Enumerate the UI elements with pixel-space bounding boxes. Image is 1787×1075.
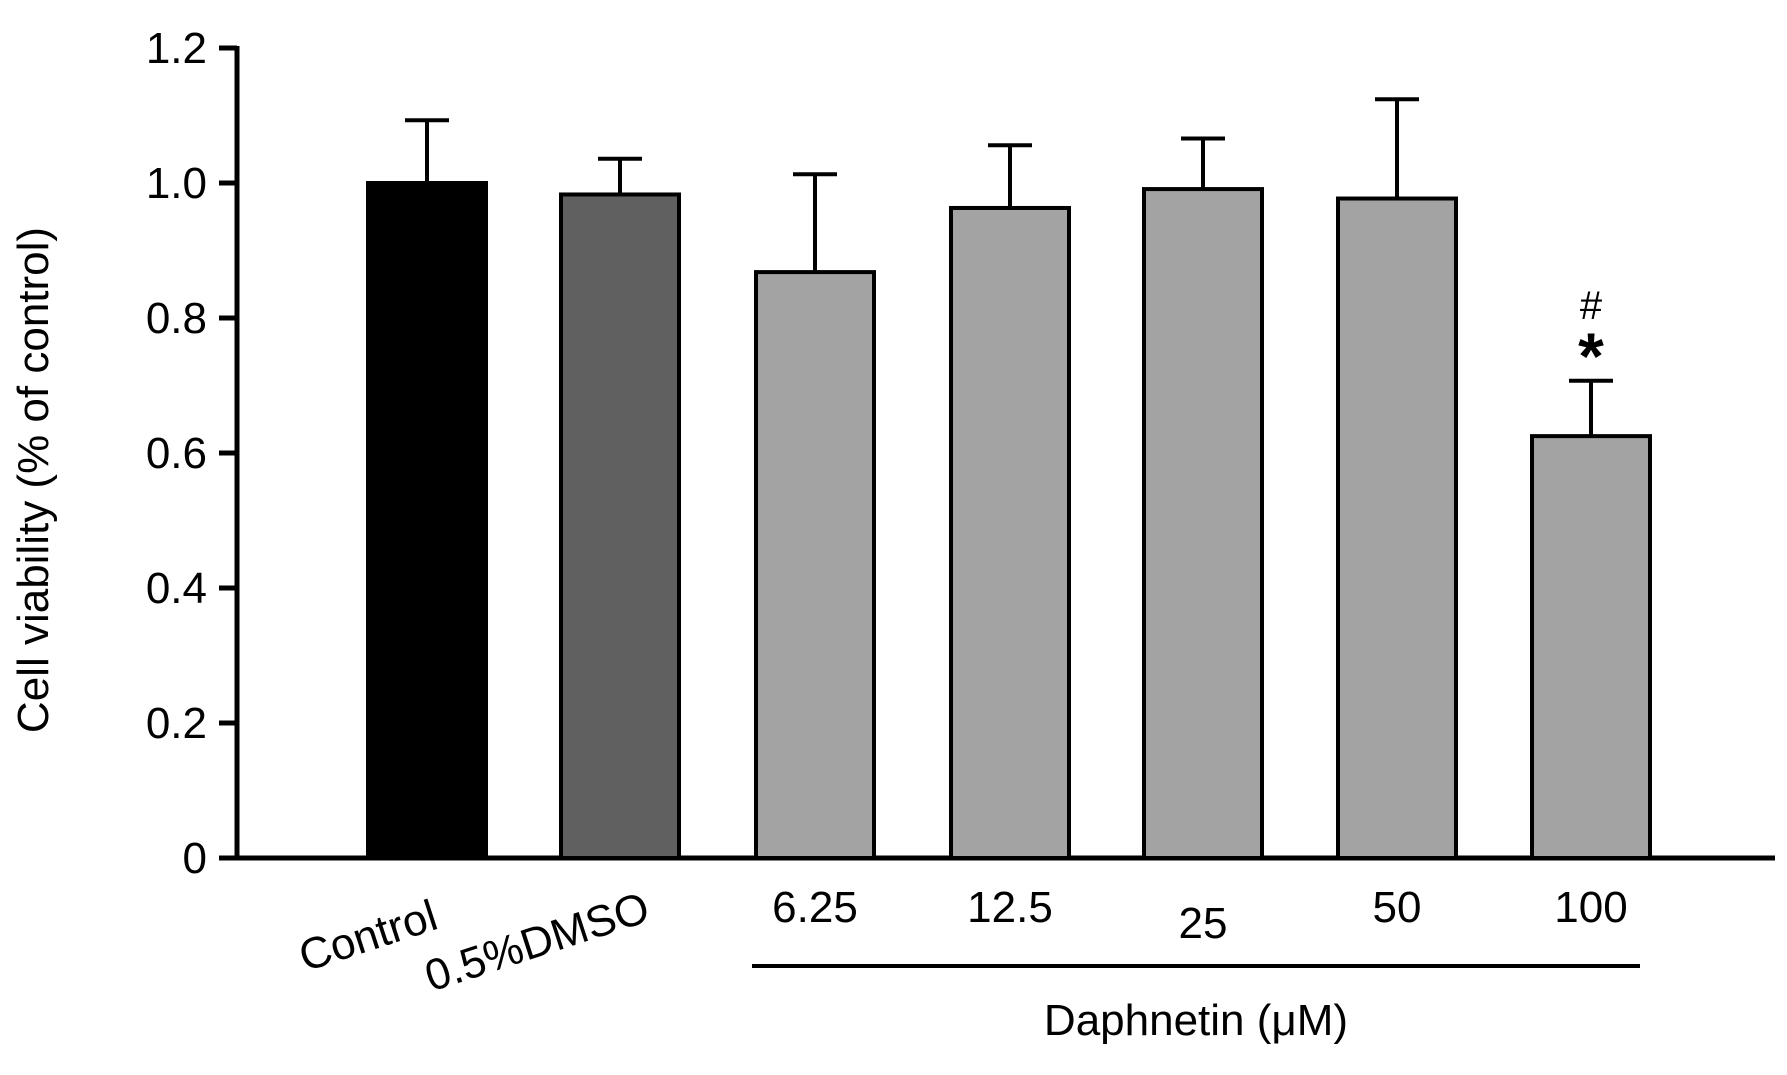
bar-6-25 xyxy=(754,270,876,861)
bar-50 xyxy=(1336,196,1458,860)
y-tick-label: 1.0 xyxy=(146,159,207,208)
y-tick-label: 1.2 xyxy=(146,24,207,73)
bar-25 xyxy=(1142,187,1264,860)
x-tick-label: 12.5 xyxy=(967,883,1053,932)
group-label: Daphnetin (μM) xyxy=(1044,996,1348,1045)
y-tick-label: 0.2 xyxy=(146,699,207,748)
error-bars xyxy=(405,97,1613,437)
bar-control xyxy=(366,181,488,860)
y-tick-label: 0 xyxy=(183,834,207,883)
y-axis-title: Cell viability (% of control) xyxy=(9,227,58,733)
y-tick-label: 0.8 xyxy=(146,294,207,343)
bar-12-5 xyxy=(949,205,1071,861)
bars xyxy=(366,181,1652,861)
annotations: *# xyxy=(1578,284,1604,393)
x-tick-label: Control xyxy=(293,891,443,981)
axes: 0 0.2 0.4 0.6 0.8 1.0 1.2 xyxy=(146,24,1775,883)
significance-star: * xyxy=(1578,319,1604,393)
x-tick-label: 6.25 xyxy=(772,883,858,932)
x-tick-label: 25 xyxy=(1179,899,1228,948)
y-tick-label: 0.6 xyxy=(146,429,207,478)
x-tick-label: 0.5%DMSO xyxy=(419,883,655,1001)
bar-0-5-dmso xyxy=(559,192,681,861)
y-tick-label: 0.4 xyxy=(146,564,207,613)
significance-hash: # xyxy=(1580,284,1603,328)
x-tick-label: 100 xyxy=(1554,883,1627,932)
bar-100 xyxy=(1530,434,1652,860)
x-tick-label: 50 xyxy=(1373,883,1422,932)
